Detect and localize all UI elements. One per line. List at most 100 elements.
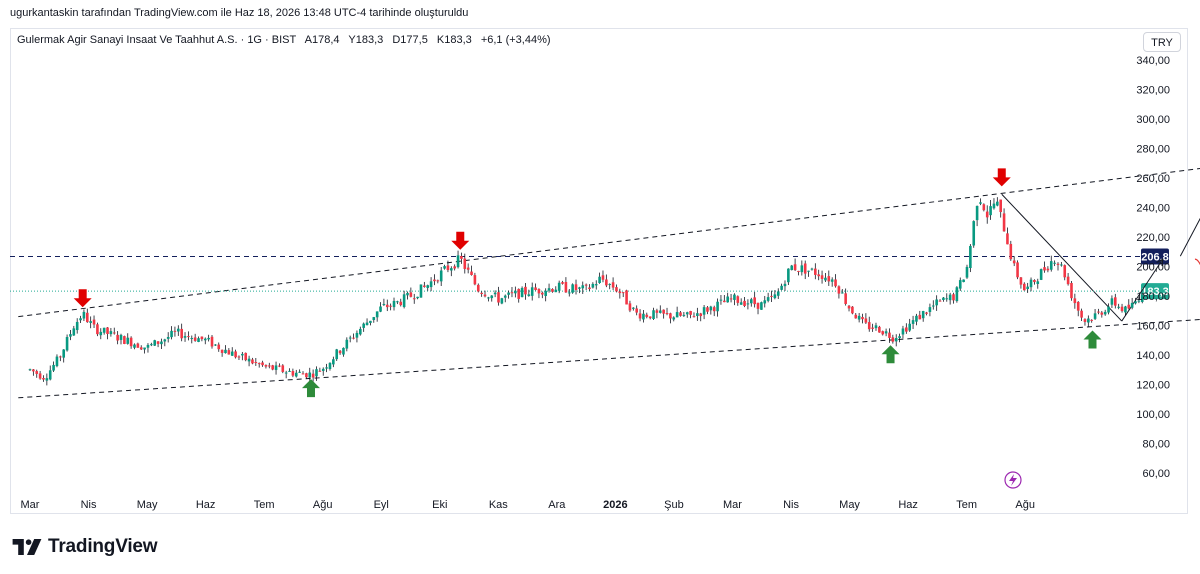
candle-body xyxy=(1016,262,1019,278)
candle-body xyxy=(770,295,773,297)
x-tick-label: 2026 xyxy=(603,499,627,511)
candle-body xyxy=(254,361,258,363)
candle-body xyxy=(999,199,1002,213)
candle-body xyxy=(685,312,689,315)
candle-body xyxy=(1110,298,1114,305)
candle-body xyxy=(928,307,932,312)
x-tick-label: Tem xyxy=(254,499,275,511)
candle-body xyxy=(547,288,551,291)
candle-body xyxy=(601,275,605,280)
candle-body xyxy=(588,287,591,290)
candle-body xyxy=(888,332,891,338)
candle-body xyxy=(638,313,642,319)
candle-body xyxy=(193,337,197,341)
x-tick-label: Nis xyxy=(81,499,97,511)
candle-body xyxy=(227,350,231,355)
candle-body xyxy=(271,365,274,370)
candle-body xyxy=(965,266,969,278)
candle-body xyxy=(419,284,423,298)
candle-body xyxy=(1043,267,1046,271)
candle-body xyxy=(807,270,810,272)
candle-body xyxy=(1070,282,1073,299)
candle-body xyxy=(1066,276,1070,285)
candle-body xyxy=(298,371,301,373)
candle-body xyxy=(615,287,618,292)
candle-body xyxy=(69,334,72,337)
candle-body xyxy=(1127,304,1131,309)
candle-body xyxy=(1046,268,1050,271)
x-tick-label: Ara xyxy=(548,499,566,511)
markers xyxy=(73,168,1102,489)
candle-body xyxy=(214,344,217,346)
tradingview-logo: TradingView xyxy=(12,536,158,558)
candle-body xyxy=(861,316,864,320)
candle-body xyxy=(820,275,824,279)
candle-body xyxy=(308,372,312,378)
y-tick-label: 320,00 xyxy=(1136,85,1170,97)
candle-body xyxy=(618,291,622,294)
candle-body xyxy=(284,372,288,374)
candle-body xyxy=(537,289,541,294)
channel-lower-line xyxy=(18,318,1200,399)
candle-body xyxy=(1006,233,1009,245)
candle-body xyxy=(642,313,645,320)
candle-body xyxy=(96,324,99,335)
candle-body xyxy=(584,284,588,286)
candle-body xyxy=(979,202,982,204)
lightning-icon xyxy=(1004,471,1022,489)
candle-body xyxy=(281,365,285,372)
candle-body xyxy=(75,321,79,331)
candle-body xyxy=(1090,319,1094,321)
candle-body xyxy=(834,279,837,287)
x-tick-label: May xyxy=(839,499,860,511)
candle-body xyxy=(611,282,615,288)
candle-body xyxy=(776,291,780,296)
candle-body xyxy=(736,296,740,303)
candle-body xyxy=(429,281,433,288)
candle-body xyxy=(763,300,767,304)
candle-body xyxy=(311,373,315,378)
candle-body xyxy=(648,316,652,319)
candle-body xyxy=(712,307,716,312)
y-tick-label: 240,00 xyxy=(1136,203,1170,215)
candle-body xyxy=(35,371,39,374)
candle-body xyxy=(436,280,440,282)
candle-body xyxy=(426,285,430,288)
candle-body xyxy=(824,277,827,281)
candle-body xyxy=(291,371,295,376)
candle-body xyxy=(315,369,318,377)
candle-body xyxy=(342,347,345,355)
candle-body xyxy=(1113,297,1117,306)
candle-body xyxy=(1100,312,1104,315)
candle-body xyxy=(116,334,119,341)
candle-body xyxy=(894,338,898,342)
candle-body xyxy=(878,326,881,333)
candle-body xyxy=(891,337,895,342)
projection-target-leg xyxy=(1179,217,1200,257)
candle-body xyxy=(756,302,760,309)
candle-body xyxy=(1026,286,1029,290)
candle-body xyxy=(803,263,807,274)
candle-body xyxy=(766,297,770,301)
candle-body xyxy=(1097,311,1100,313)
legend-low: D177,5 xyxy=(392,34,428,46)
candle-body xyxy=(753,297,756,305)
candle-body xyxy=(345,339,349,349)
candle-body xyxy=(480,292,483,295)
candle-body xyxy=(1087,318,1090,323)
candle-body xyxy=(497,292,500,303)
candle-body xyxy=(1036,281,1040,284)
candle-body xyxy=(867,322,871,330)
candle-body xyxy=(456,255,460,268)
y-tick-label: 140,00 xyxy=(1136,350,1170,362)
candle-body xyxy=(375,311,379,318)
candle-body xyxy=(743,300,746,306)
candle-body xyxy=(905,327,908,332)
candle-body xyxy=(672,317,676,320)
candle-body xyxy=(197,338,200,342)
currency-button[interactable]: TRY xyxy=(1143,32,1181,52)
y-tick-label: 160,00 xyxy=(1136,321,1170,333)
candle-body xyxy=(716,301,719,312)
candle-body xyxy=(338,350,342,354)
